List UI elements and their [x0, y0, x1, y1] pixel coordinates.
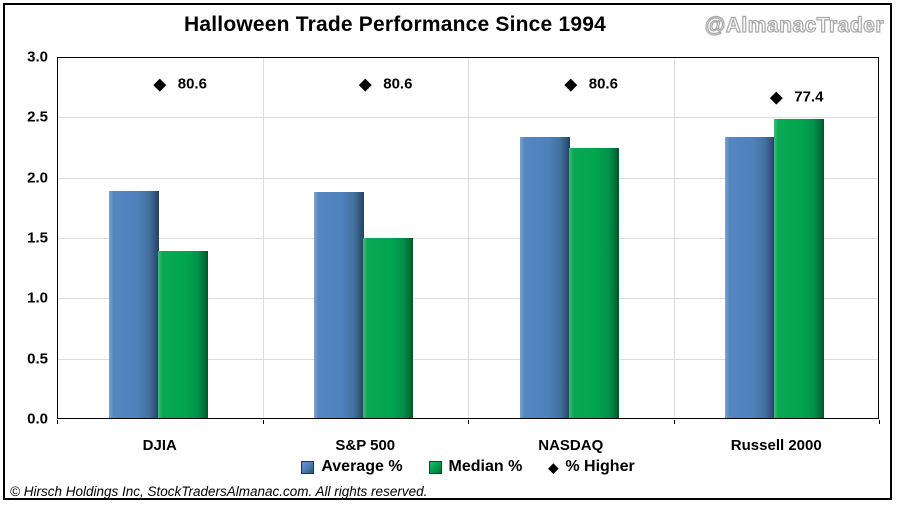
bar-median-2 [568, 147, 619, 419]
legend-label-average: Average % [321, 458, 403, 475]
bar-average-2 [519, 136, 570, 419]
bar-median-1 [363, 238, 414, 419]
percent-higher-marker-icon: ◆ [564, 74, 578, 94]
percent-higher-marker-icon: ◆ [358, 74, 372, 94]
legend-item-percent-higher: ◆ % Higher [548, 458, 634, 476]
bar-average-1 [314, 192, 365, 419]
x-gridline [673, 57, 675, 419]
y-axis-tick-label: 1.5 [27, 229, 48, 247]
x-axis-category-label: S&P 500 [335, 437, 396, 454]
bar-average-0 [108, 190, 159, 419]
legend-item-average: Average % [301, 458, 403, 476]
x-axis-category-label: DJIA [142, 437, 177, 454]
x-gridline [468, 57, 469, 419]
percent-higher-value-label: 80.6 [177, 75, 207, 93]
x-axis-category-label: Russell 2000 [730, 437, 822, 454]
legend-label-median: Median % [448, 458, 523, 475]
bar-median-3 [774, 118, 825, 419]
chart-legend: Average % Median % ◆ % Higher [57, 457, 879, 477]
y-axis-tick-label: 0.0 [27, 410, 48, 428]
percent-higher-marker-icon: ◆ [153, 74, 167, 94]
y-axis-tick-label: 1.0 [27, 289, 48, 307]
percent-higher-marker-icon: ◆ [769, 87, 783, 107]
x-axis-tick [468, 420, 469, 424]
median-swatch-icon [428, 460, 442, 474]
diamond-swatch-icon: ◆ [548, 459, 559, 475]
average-swatch-icon [301, 460, 315, 474]
bar-median-0 [157, 251, 208, 419]
copyright-footer: © Hirsch Holdings Inc, StockTradersAlman… [10, 484, 428, 499]
y-axis-tick-label: 0.5 [27, 350, 48, 368]
y-axis-tick-label: 2.0 [27, 169, 48, 187]
y-axis-tick-label: 2.5 [27, 108, 48, 126]
percent-higher-value-label: 77.4 [794, 88, 824, 106]
watermark-almanactrader: @AlmanacTrader [704, 13, 884, 37]
percent-higher-value-label: 80.6 [588, 75, 618, 93]
chart-title: Halloween Trade Performance Since 1994 [184, 13, 606, 36]
bar-average-3 [725, 136, 776, 419]
percent-higher-value-label: 80.6 [383, 75, 413, 93]
legend-label-percent-higher: % Higher [565, 458, 635, 475]
x-gridline [262, 57, 264, 419]
x-axis-tick [879, 420, 880, 424]
legend-item-median: Median % [428, 458, 523, 476]
x-axis-tick [57, 420, 58, 424]
x-axis-tick [673, 420, 675, 424]
y-axis-tick-label: 3.0 [27, 48, 48, 66]
x-axis-category-label: NASDAQ [538, 437, 604, 454]
x-axis-tick [262, 420, 264, 424]
